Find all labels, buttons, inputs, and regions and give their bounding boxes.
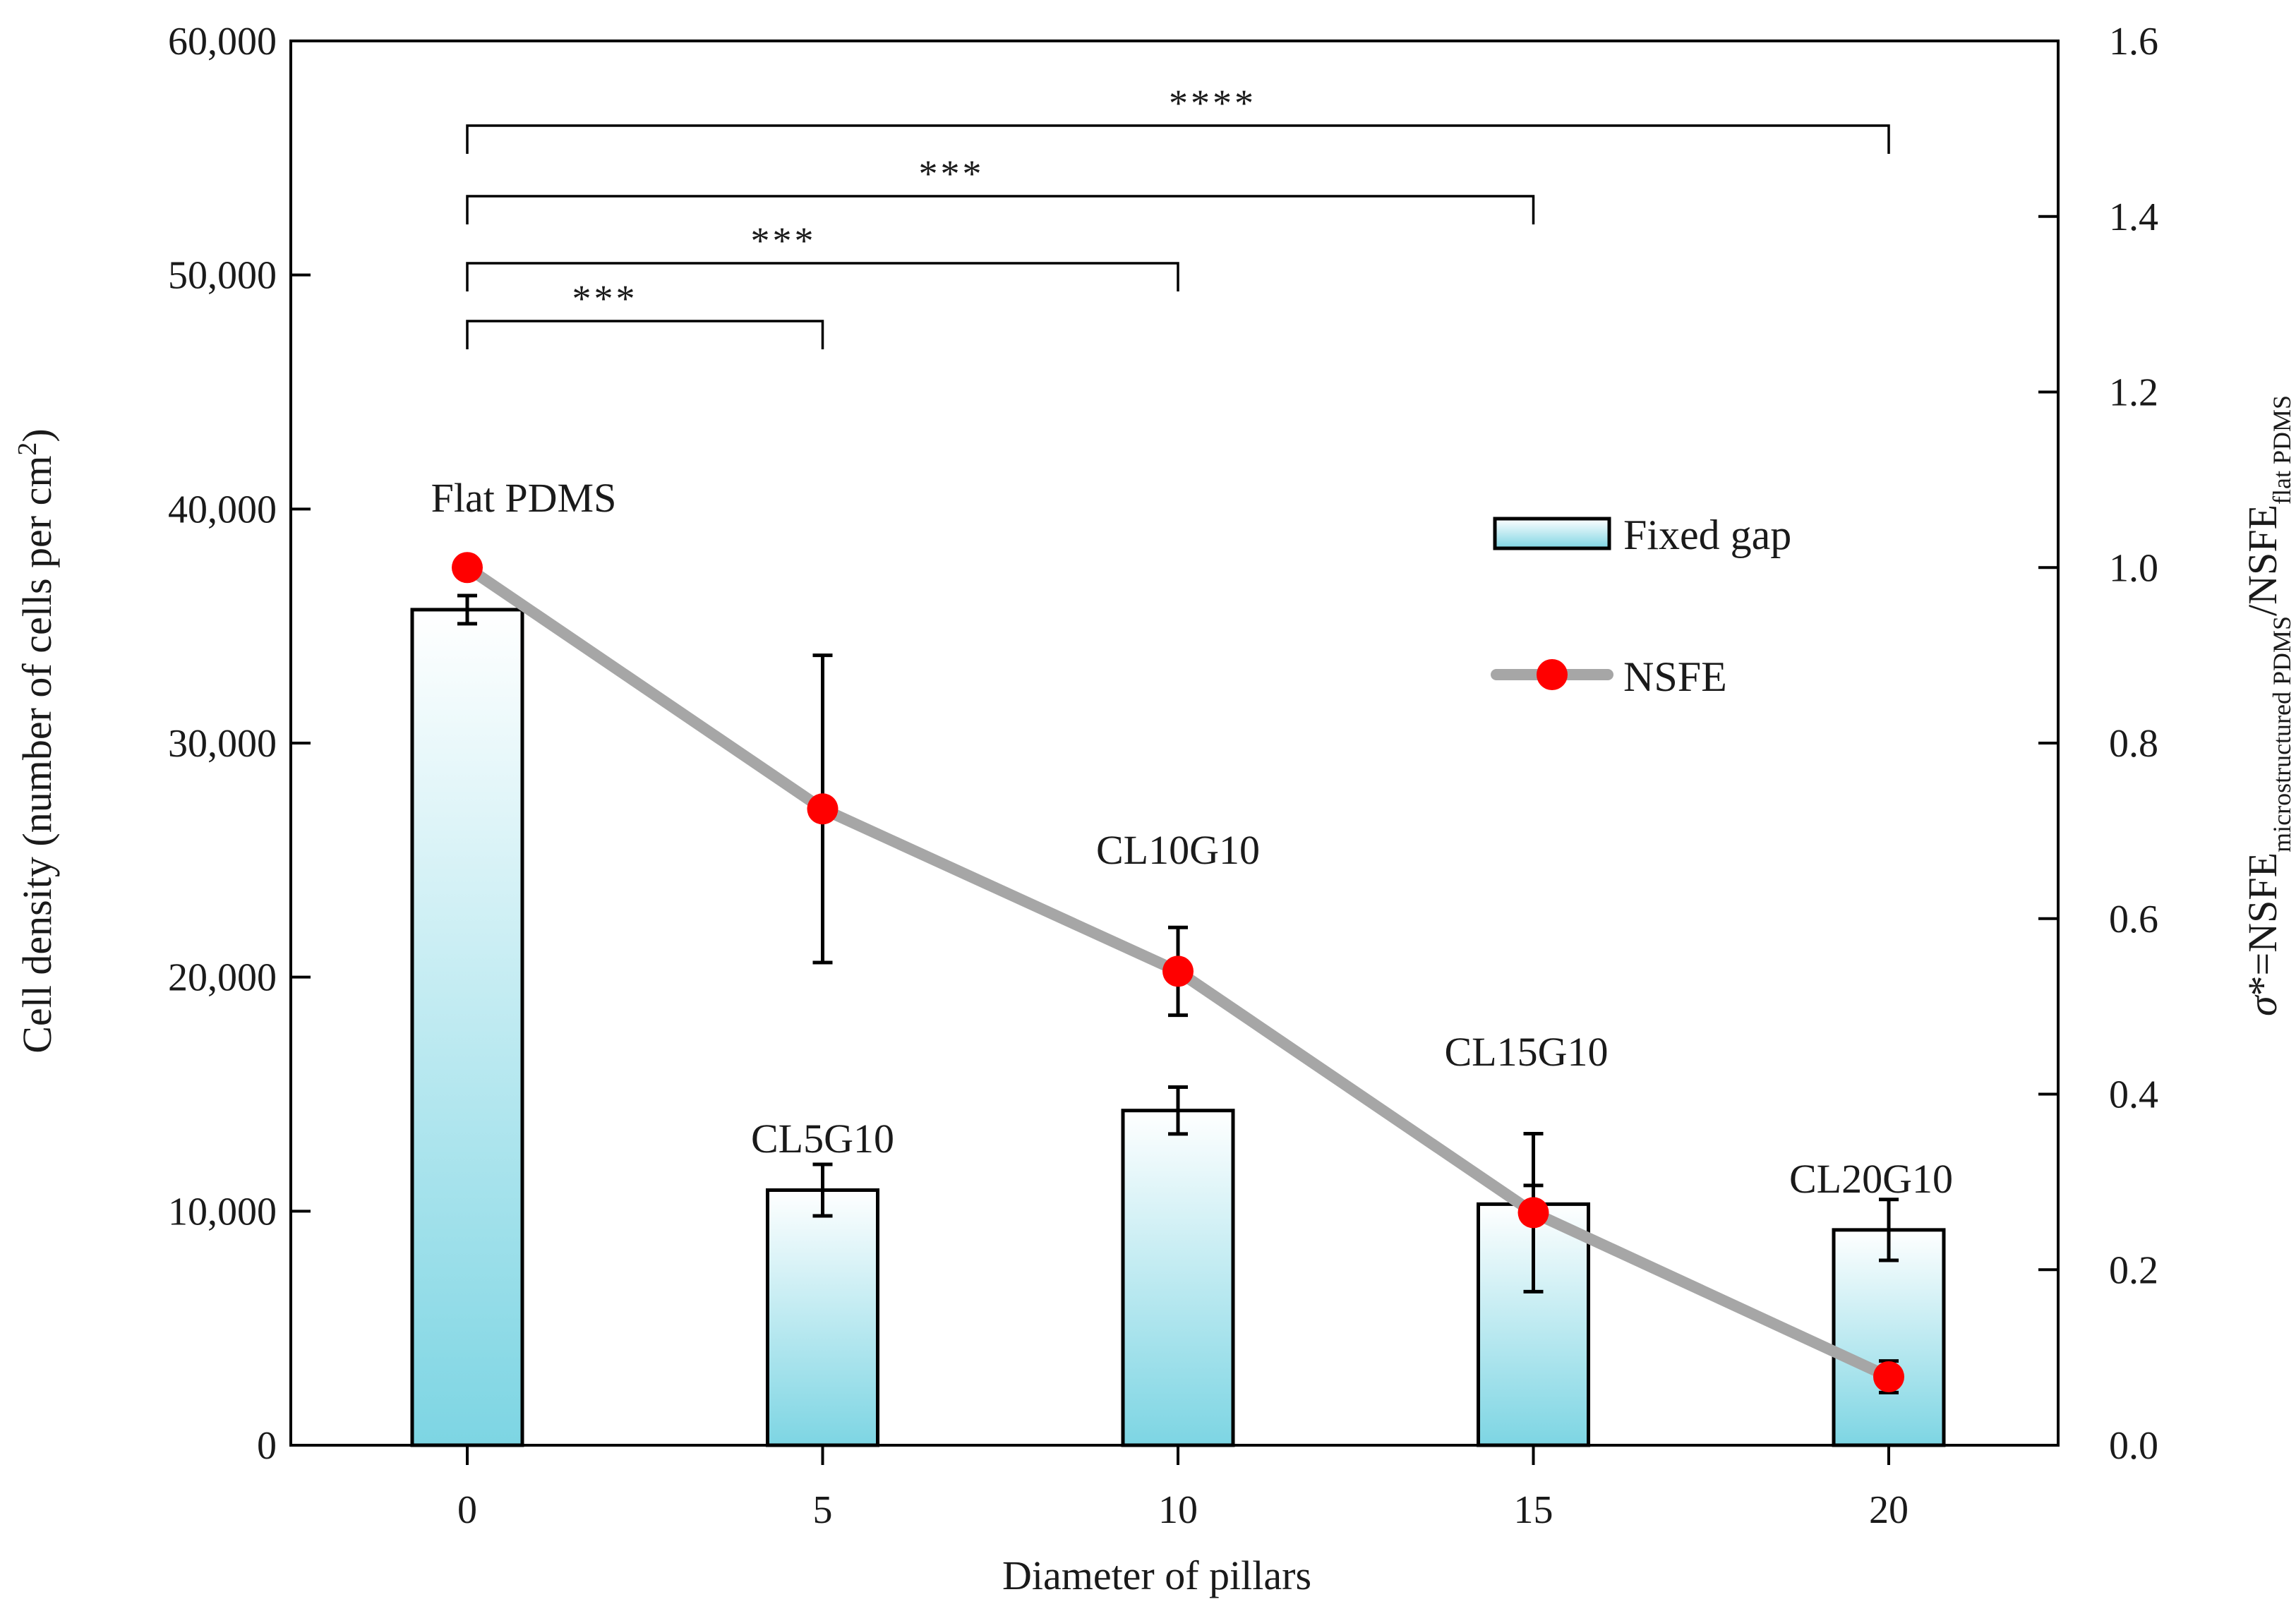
x-tick-label: 15 [1514,1488,1553,1532]
significance-label: *** [572,277,638,320]
bar-label: CL15G10 [1445,1029,1609,1075]
y-right-title-mid: /NSFE [2240,505,2285,616]
y-right-tick-label: 0.4 [2109,1073,2158,1117]
legend: Fixed gap NSFE [1491,512,1791,700]
x-tick-label: 0 [457,1488,477,1532]
x-axis-title: Diameter of pillars [1002,1552,1311,1598]
y-left-tick-label: 20,000 [168,956,277,1000]
y-right-tick-label: 0.2 [2109,1248,2158,1292]
nsfe-point [452,552,483,584]
y-left-tick-label: 60,000 [168,20,277,64]
y-right-tick-label: 0.8 [2109,722,2158,766]
y-right-tick-label: 1.4 [2109,195,2158,239]
y-right-tick-label: 1.2 [2109,371,2158,415]
legend-swatch-fixed-gap [1493,517,1611,550]
bar-label: Flat PDMS [431,475,617,521]
legend-label-fixed-gap: Fixed gap [1623,512,1791,558]
nsfe-series [452,552,1904,1394]
y-right-title-sub2: flat PDMS [2268,395,2296,505]
nsfe-point [807,793,839,825]
axis-ticks: 0 10,000 20,000 30,000 40,000 50,000 60,000 0.0… [168,20,2158,1532]
bar-label: CL10G10 [1096,827,1260,873]
y-left-tick-label: 10,000 [168,1190,277,1234]
bar-label: CL5G10 [751,1116,894,1162]
bar-labels: Flat PDMS CL5G10 CL10G10 CL15G10 CL20G10 [431,475,1953,1202]
x-tick-label: 5 [813,1488,833,1532]
bar-cl5g10 [766,1188,879,1447]
x-tick-label: 20 [1869,1488,1909,1532]
bars [410,608,1946,1447]
y-right-tick-label: 1.0 [2109,546,2158,590]
y-right-tick-label: 1.6 [2109,20,2158,64]
y-right-title-eq: *=NSFE [2240,852,2285,996]
significance-label: **** [1169,82,1256,124]
y-right-axis-title: σ*=NSFEmicrostructured PDMS/NSFEflat PDM… [2240,395,2296,1016]
nsfe-point [1873,1361,1904,1392]
nsfe-point [1162,955,1194,987]
y-left-title-sup: 2 [13,442,42,456]
significance-bracket [466,320,824,349]
legend-label-nsfe: NSFE [1623,653,1727,700]
significance-bracket [466,124,1890,154]
bar-cl10g10 [1121,1109,1235,1447]
y-left-tick-label: 30,000 [168,722,277,766]
y-right-title-sub1: microstructured PDMS [2268,616,2296,852]
bar-label: CL20G10 [1789,1156,1953,1202]
nsfe-point [1517,1197,1549,1229]
x-tick-label: 10 [1158,1488,1198,1532]
significance-label: *** [919,152,985,195]
y-left-axis-title: Cell density (number of cells per cm2) [13,428,60,1054]
legend-swatch-nsfe-marker [1537,659,1568,690]
y-left-title-main: Cell density (number of cells per cm [14,456,60,1054]
significance-brackets: ************* [466,82,1890,349]
bar-flat-pdms [410,608,524,1447]
bar-cl20g10 [1832,1228,1946,1447]
y-right-title-sigma: σ [2240,994,2285,1016]
y-right-tick-label: 0.0 [2109,1424,2158,1468]
y-left-title-end: ) [14,428,60,442]
y-left-tick-label: 50,000 [168,254,277,298]
significance-bracket [466,195,1535,224]
y-right-tick-label: 0.6 [2109,898,2158,941]
significance-label: *** [751,219,817,262]
significance-bracket [466,262,1179,291]
y-left-tick-label: 40,000 [168,488,277,531]
y-left-tick-label: 0 [257,1424,277,1468]
